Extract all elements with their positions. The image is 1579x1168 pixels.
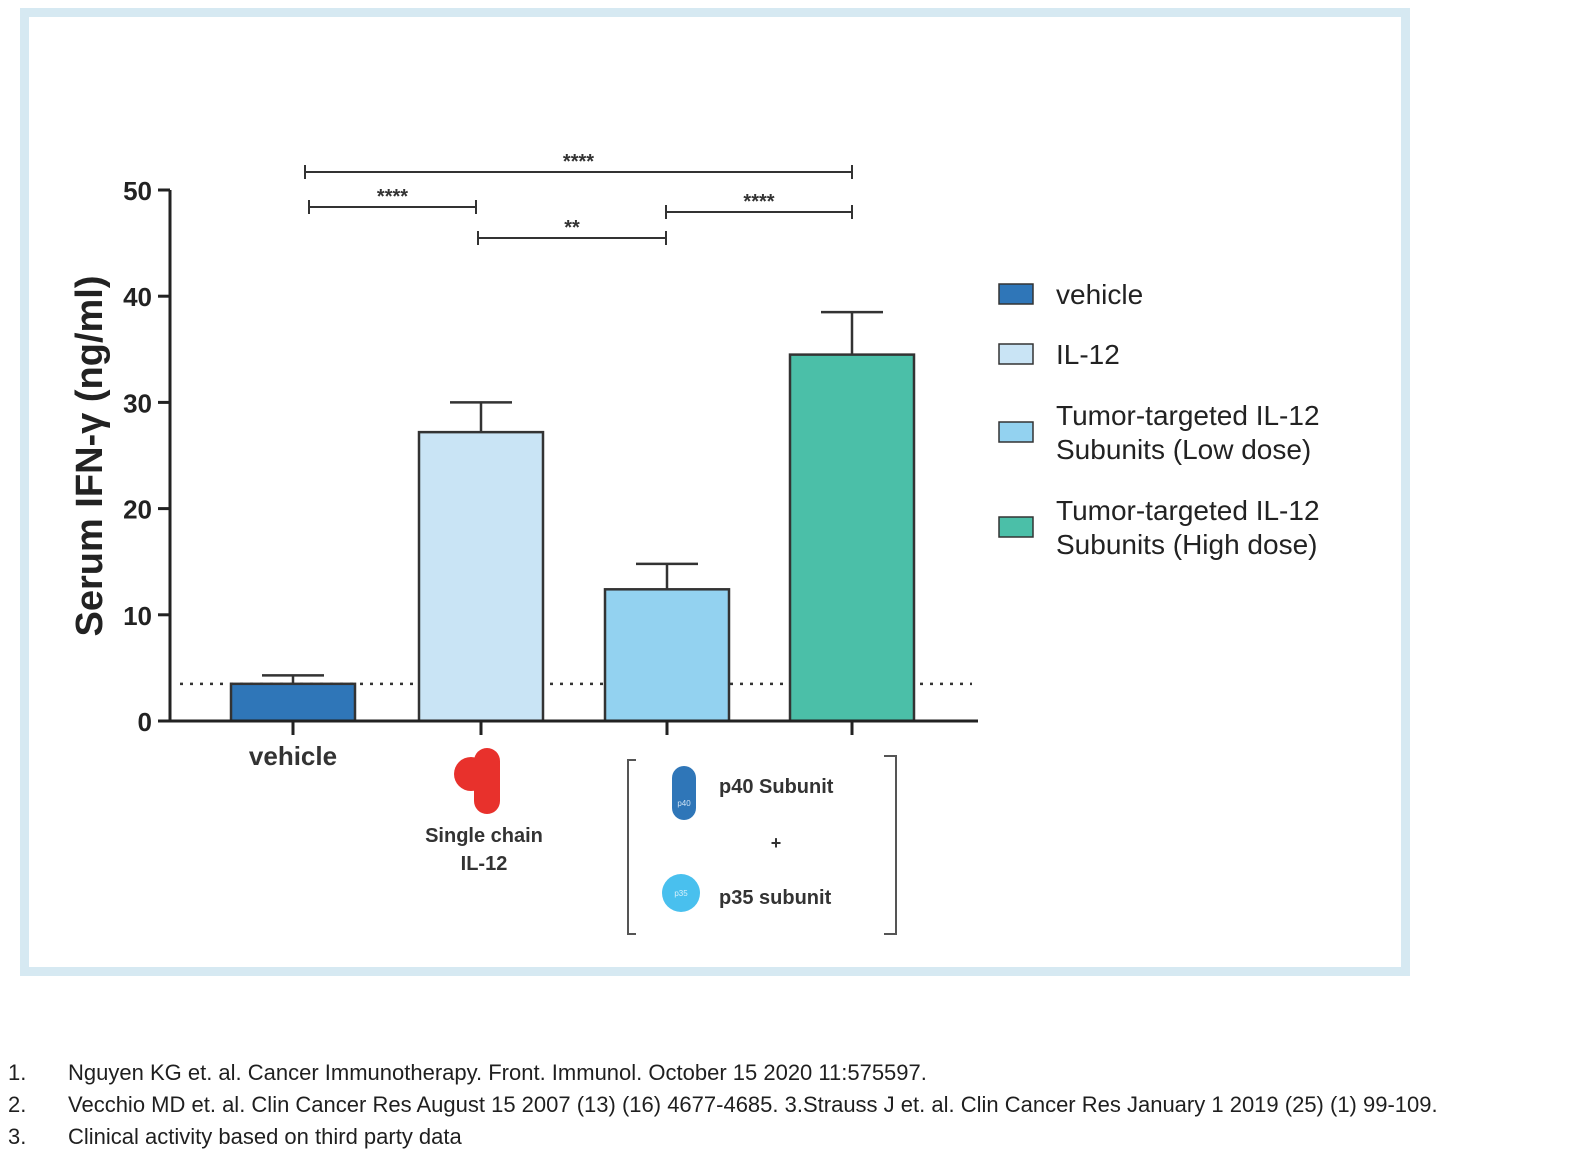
- legend-label: Tumor-targeted IL-12: [1056, 400, 1320, 431]
- p35-label: p35 subunit: [719, 887, 832, 909]
- bar-3: [603, 588, 731, 723]
- significance-brackets: **************: [304, 151, 853, 245]
- legend-label: Tumor-targeted IL-12: [1056, 495, 1320, 526]
- legend-label: IL-12: [1056, 339, 1120, 370]
- svg-text:p40: p40: [677, 799, 691, 808]
- y-tick-label: 0: [138, 707, 152, 737]
- significance-label: ****: [743, 191, 774, 213]
- legend-swatch: [998, 516, 1034, 538]
- legend-swatch: [998, 283, 1034, 305]
- plus-sign: +: [771, 833, 782, 853]
- legend-label: vehicle: [1056, 279, 1143, 310]
- legend-swatch: [998, 421, 1034, 443]
- x-axis: vehicle: [170, 719, 978, 771]
- y-tick-label: 40: [123, 282, 152, 312]
- bar-4: [788, 353, 916, 723]
- significance-label: ****: [563, 151, 594, 173]
- legend-swatch: [998, 343, 1034, 365]
- x-tick-label: vehicle: [249, 741, 337, 771]
- legend-label: Subunits (High dose): [1056, 529, 1317, 560]
- y-tick-label: 50: [123, 176, 152, 206]
- significance-label: **: [564, 217, 580, 239]
- figure-frame: [20, 8, 1410, 976]
- y-axis: 0 10 20 30 40 50: [123, 176, 172, 737]
- y-tick-label: 30: [123, 388, 152, 418]
- y-axis-title: Serum IFN-γ (ng/ml): [69, 275, 111, 636]
- single-chain-il12-icon: [454, 748, 500, 814]
- svg-text:p35: p35: [674, 889, 688, 898]
- p35-subunit-icon: p35: [662, 874, 700, 912]
- il12-label-line2: IL-12: [461, 853, 508, 875]
- y-tick-label: 20: [123, 495, 152, 525]
- significance-label: ****: [377, 186, 408, 208]
- y-tick-label: 10: [123, 601, 152, 631]
- p40-label: p40 Subunit: [719, 776, 834, 798]
- legend-label: Subunits (Low dose): [1056, 434, 1311, 465]
- bar-2: [417, 430, 545, 723]
- p40-subunit-icon: p40: [672, 766, 696, 820]
- bar-1: [229, 682, 357, 723]
- il12-label-line1: Single chain: [425, 825, 543, 847]
- bars: [229, 310, 916, 723]
- subunit-bracket: [627, 755, 897, 935]
